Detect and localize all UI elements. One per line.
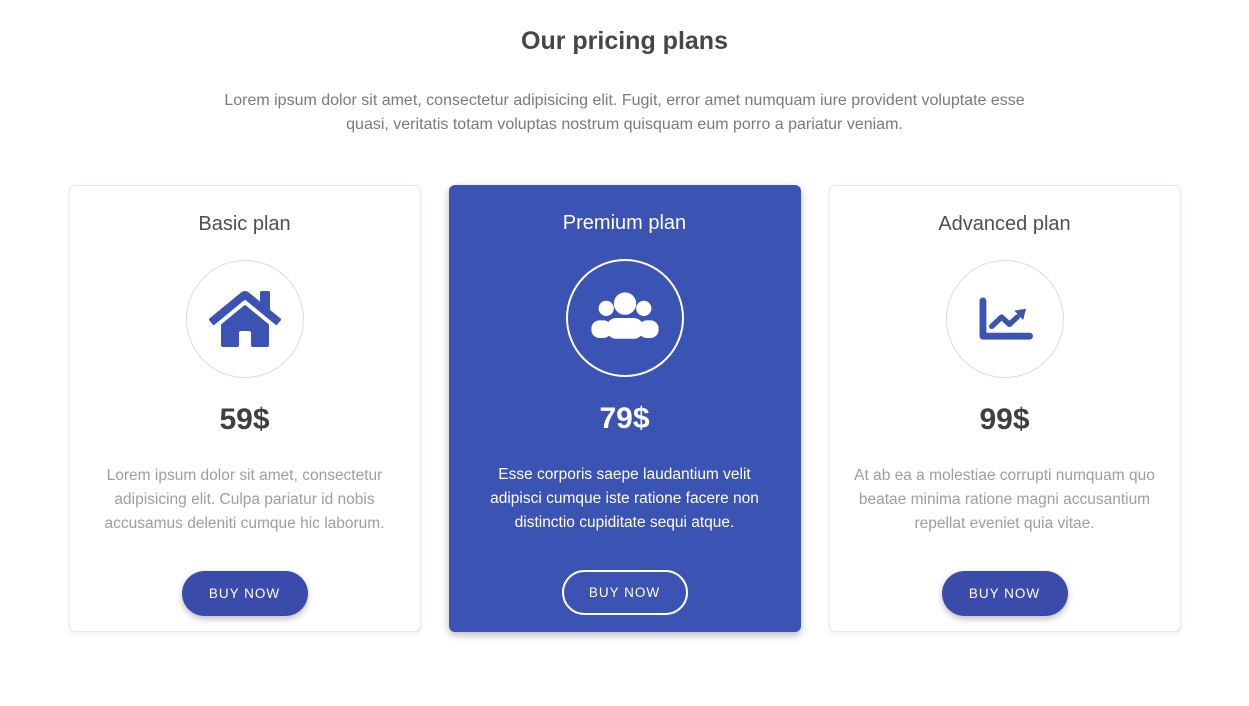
plan-icon-circle (945, 260, 1064, 378)
plan-price: 59$ (219, 403, 270, 436)
chart-line-icon (979, 296, 1033, 340)
plan-icon-circle (565, 259, 684, 377)
plans-row: Basic plan 59$ Lorem ipsum dolor sit ame… (0, 185, 1249, 632)
buy-now-button-advanced[interactable]: BUY NOW (941, 571, 1068, 616)
plan-card-premium: Premium plan 79$ Esse corporis saepe lau… (448, 185, 801, 632)
plan-name: Basic plan (198, 213, 291, 235)
plan-card-basic: Basic plan 59$ Lorem ipsum dolor sit ame… (68, 185, 421, 632)
plan-price: 99$ (979, 403, 1030, 436)
plan-description: At ab ea a molestiae corrupti numquam qu… (854, 467, 1155, 532)
plan-description: Lorem ipsum dolor sit amet, consectetur … (104, 467, 385, 532)
page-subtitle: Lorem ipsum dolor sit amet, consectetur … (224, 92, 1025, 133)
plan-price: 79$ (599, 402, 650, 435)
plan-description: Esse corporis saepe laudantium velit adi… (490, 466, 759, 531)
home-icon (208, 291, 281, 347)
buy-now-button-basic[interactable]: BUY NOW (181, 571, 308, 616)
buy-now-button-premium[interactable]: BUY NOW (561, 570, 688, 615)
plan-card-advanced: Advanced plan 99$ At ab ea a molestiae c… (828, 185, 1181, 632)
plan-name: Advanced plan (938, 213, 1071, 235)
plan-name: Premium plan (562, 212, 687, 234)
users-icon (590, 292, 659, 339)
plan-icon-circle (185, 260, 304, 378)
page-title: Our pricing plans (521, 27, 728, 55)
